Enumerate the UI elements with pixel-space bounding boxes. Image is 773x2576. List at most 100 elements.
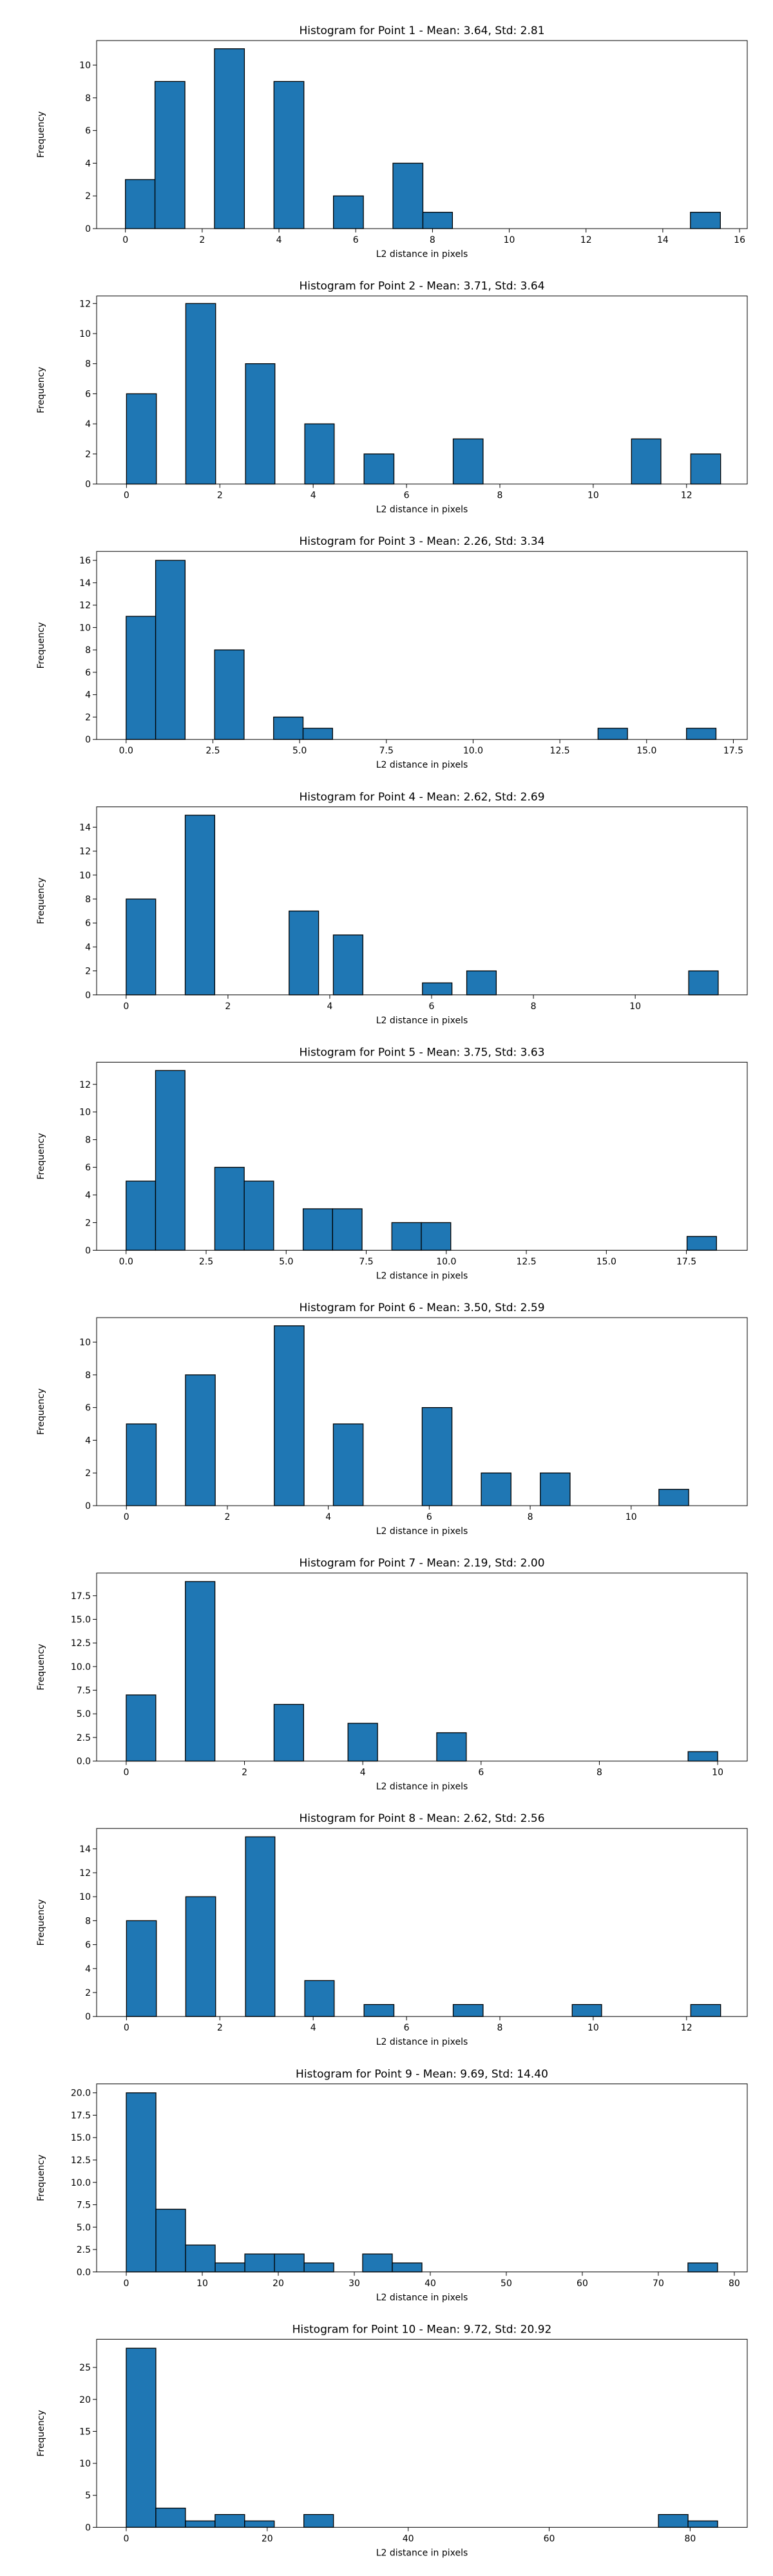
chart-panel-5: Histogram for Point 5 - Mean: 3.75, Std:… [36, 1046, 748, 1281]
y-tick-label: 25 [79, 2363, 91, 2373]
x-tick-label: 12 [681, 491, 692, 501]
bar-1-8 [690, 211, 721, 229]
y-tick-label: 8 [85, 895, 91, 905]
y-tick-label: 2 [85, 967, 91, 977]
bar-3-5 [302, 728, 333, 740]
bar-3-3 [214, 649, 245, 740]
y-tick-label: 8 [85, 1135, 91, 1146]
bar-9-4 [215, 2262, 245, 2273]
x-tick-label: 0 [123, 1001, 129, 1012]
bar-1-3 [214, 48, 245, 229]
x-tick-label: 2 [217, 2023, 223, 2033]
x-tick-label: 17.5 [723, 746, 743, 756]
y-tick-label: 10.0 [71, 2178, 91, 2188]
bar-8-6 [452, 2003, 484, 2017]
y-tick-label: 4 [85, 1435, 91, 1446]
y-tick-label: 12 [79, 1868, 91, 1879]
x-tick-label: 6 [429, 1001, 435, 1012]
chart-title: Histogram for Point 8 - Mean: 2.62, Std:… [299, 1812, 544, 1825]
bar-8-1 [126, 1920, 157, 2017]
chart-title: Histogram for Point 5 - Mean: 3.75, Std:… [299, 1046, 544, 1059]
chart-title: Histogram for Point 2 - Mean: 3.71, Std:… [299, 280, 544, 293]
x-axis-label: L2 distance in pixels [376, 1271, 468, 1281]
x-tick-label: 2.5 [199, 1256, 213, 1267]
x-axis-label: L2 distance in pixels [376, 1782, 468, 1792]
x-tick-label: 8 [430, 235, 435, 245]
x-tick-label: 0 [124, 2278, 129, 2289]
chart-panel-3: Histogram for Point 3 - Mean: 2.26, Std:… [36, 535, 748, 770]
y-tick-label: 0 [85, 990, 91, 1001]
y-axis-label: Frequency [36, 2410, 46, 2456]
y-tick-label: 10 [79, 1338, 91, 1348]
y-tick-label: 2 [85, 1468, 91, 1479]
y-tick-label: 12 [79, 1080, 91, 1090]
x-axis-label: L2 distance in pixels [376, 2293, 468, 2303]
y-tick-label: 0.0 [77, 1757, 91, 1767]
axes-frame [96, 1061, 748, 1251]
x-tick-label: 7.5 [379, 746, 394, 756]
bar-3-4 [273, 716, 304, 740]
x-tick-label: 4 [276, 235, 282, 245]
x-axis-label: L2 distance in pixels [376, 1016, 468, 1026]
chart-panel-7: Histogram for Point 7 - Mean: 2.19, Std:… [36, 1557, 748, 1792]
y-tick-label: 0.0 [77, 2268, 91, 2278]
y-tick-label: 4 [85, 158, 91, 169]
y-tick-label: 20.0 [71, 2088, 91, 2099]
bar-7-3 [273, 1703, 305, 1762]
y-tick-label: 14 [79, 1844, 91, 1855]
y-tick-label: 4 [85, 942, 91, 952]
bar-3-7 [686, 728, 717, 740]
x-tick-label: 10 [504, 235, 515, 245]
bar-9-9 [392, 2262, 423, 2273]
axes-frame [96, 296, 748, 485]
y-tick-label: 5.0 [77, 2222, 91, 2233]
bar-8-2 [185, 1896, 216, 2017]
x-tick-label: 80 [684, 2533, 696, 2544]
y-tick-label: 17.5 [71, 2110, 91, 2121]
x-tick-label: 6 [404, 491, 410, 501]
y-tick-label: 10 [79, 2459, 91, 2469]
y-axis-label: Frequency [36, 622, 46, 668]
x-tick-label: 10 [587, 2023, 599, 2033]
y-tick-label: 10 [79, 1108, 91, 1118]
bar-5-8 [421, 1222, 452, 1251]
bar-6-8 [658, 1488, 689, 1506]
y-tick-label: 12.5 [71, 1638, 91, 1649]
chart-title: Histogram for Point 3 - Mean: 2.26, Std:… [299, 535, 544, 548]
y-tick-label: 0 [85, 480, 91, 490]
y-axis-label: Frequency [36, 878, 46, 924]
y-tick-label: 6 [85, 126, 91, 137]
y-tick-label: 6 [85, 389, 91, 399]
bar-9-3 [185, 2244, 216, 2273]
bar-4-3 [289, 910, 320, 996]
bar-2-2 [185, 303, 216, 485]
y-tick-label: 6 [85, 1940, 91, 1951]
x-tick-label: 4 [310, 491, 316, 501]
y-tick-label: 4 [85, 1191, 91, 1201]
x-tick-label: 60 [544, 2533, 555, 2544]
y-tick-label: 10 [79, 871, 91, 881]
x-tick-label: 10.0 [463, 746, 483, 756]
bar-10-1 [126, 2347, 157, 2528]
x-tick-label: 8 [528, 1512, 533, 1522]
x-tick-label: 0 [124, 491, 129, 501]
x-tick-label: 4 [360, 1768, 366, 1778]
y-tick-label: 4 [85, 419, 91, 430]
x-tick-label: 17.5 [676, 1256, 696, 1267]
y-tick-label: 17.5 [71, 1591, 91, 1602]
bar-10-4 [215, 2514, 245, 2528]
bar-6-4 [332, 1423, 364, 1506]
x-tick-label: 70 [653, 2278, 664, 2289]
bar-4-6 [466, 970, 497, 996]
bar-9-6 [274, 2253, 305, 2273]
chart-title: Histogram for Point 10 - Mean: 9.72, Std… [292, 2323, 552, 2336]
axes-frame [96, 2083, 748, 2273]
x-tick-label: 6 [426, 1512, 432, 1522]
bar-5-6 [332, 1208, 363, 1251]
x-tick-label: 20 [262, 2533, 273, 2544]
y-tick-label: 8 [85, 359, 91, 370]
bar-5-9 [686, 1236, 717, 1251]
y-tick-label: 5.0 [77, 1709, 91, 1719]
bar-10-7 [658, 2514, 689, 2528]
x-tick-label: 5.0 [279, 1256, 293, 1267]
